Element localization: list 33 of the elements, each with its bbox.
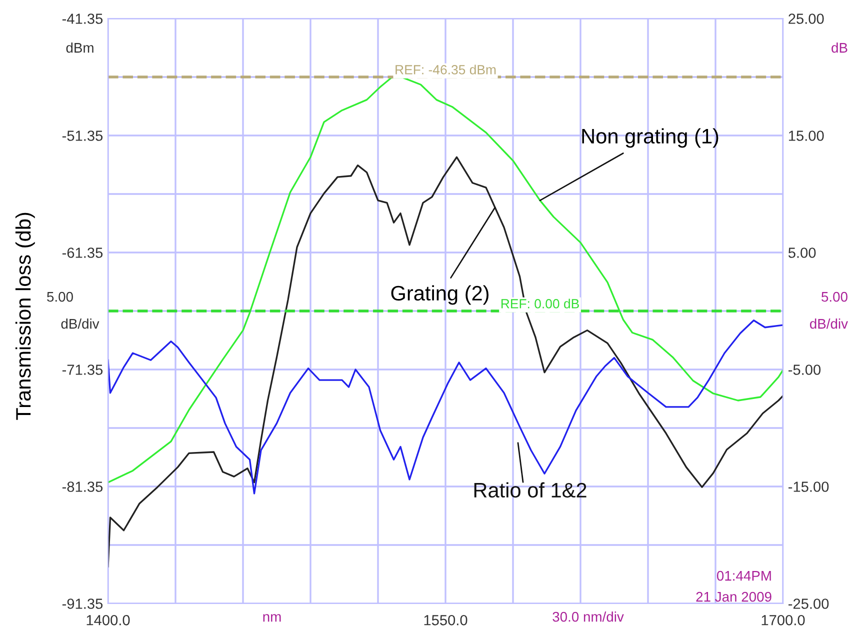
- line-series: [108, 156, 783, 568]
- y2-tick-label: 25.00: [788, 14, 824, 24]
- y-tick-label: -81.35: [62, 482, 103, 492]
- y2-tick-label: -25.00: [788, 598, 829, 609]
- y-tick-label: -71.35: [62, 364, 103, 375]
- ref-line-label: REF: 0.00 dB: [501, 298, 579, 308]
- line-series: [108, 76, 783, 484]
- y-tick-label: -91.35: [62, 598, 103, 609]
- y-tick-label: -51.35: [62, 130, 103, 141]
- y2-tick-label: 15.00: [788, 130, 824, 141]
- annotation: Ratio of 1&2: [474, 482, 586, 498]
- y2-tick-label: -5.00: [788, 364, 821, 375]
- x-tick-label: 1400.0: [86, 614, 130, 626]
- x-tick-label: 1550.0: [424, 614, 468, 626]
- y-axis-title: Transmission loss (db): [15, 212, 35, 420]
- y2-tick-label: 5.00: [788, 248, 816, 258]
- annotation: 21 Jan 2009: [696, 592, 772, 602]
- annotation: Grating (2): [391, 285, 488, 305]
- ref-line-label: REF: -46.35 dBm: [396, 64, 496, 74]
- y-tick-label: -41.35: [62, 14, 103, 24]
- y2-tick-label: -15.00: [788, 482, 829, 492]
- text: 5.00: [47, 292, 73, 302]
- text: dBm: [66, 42, 94, 53]
- text: dB: [832, 42, 848, 53]
- text: 30.0 nm/div: [552, 612, 624, 622]
- text: 5.00: [822, 292, 848, 302]
- text: dB/div: [810, 318, 848, 329]
- text: dB/div: [61, 318, 100, 329]
- text: nm: [263, 614, 281, 622]
- y-tick-label: -61.35: [62, 248, 103, 258]
- annotation: 01:44PM: [716, 570, 771, 581]
- x-tick-label: 1700.0: [762, 614, 805, 626]
- annotation: Non grating (1): [582, 128, 718, 148]
